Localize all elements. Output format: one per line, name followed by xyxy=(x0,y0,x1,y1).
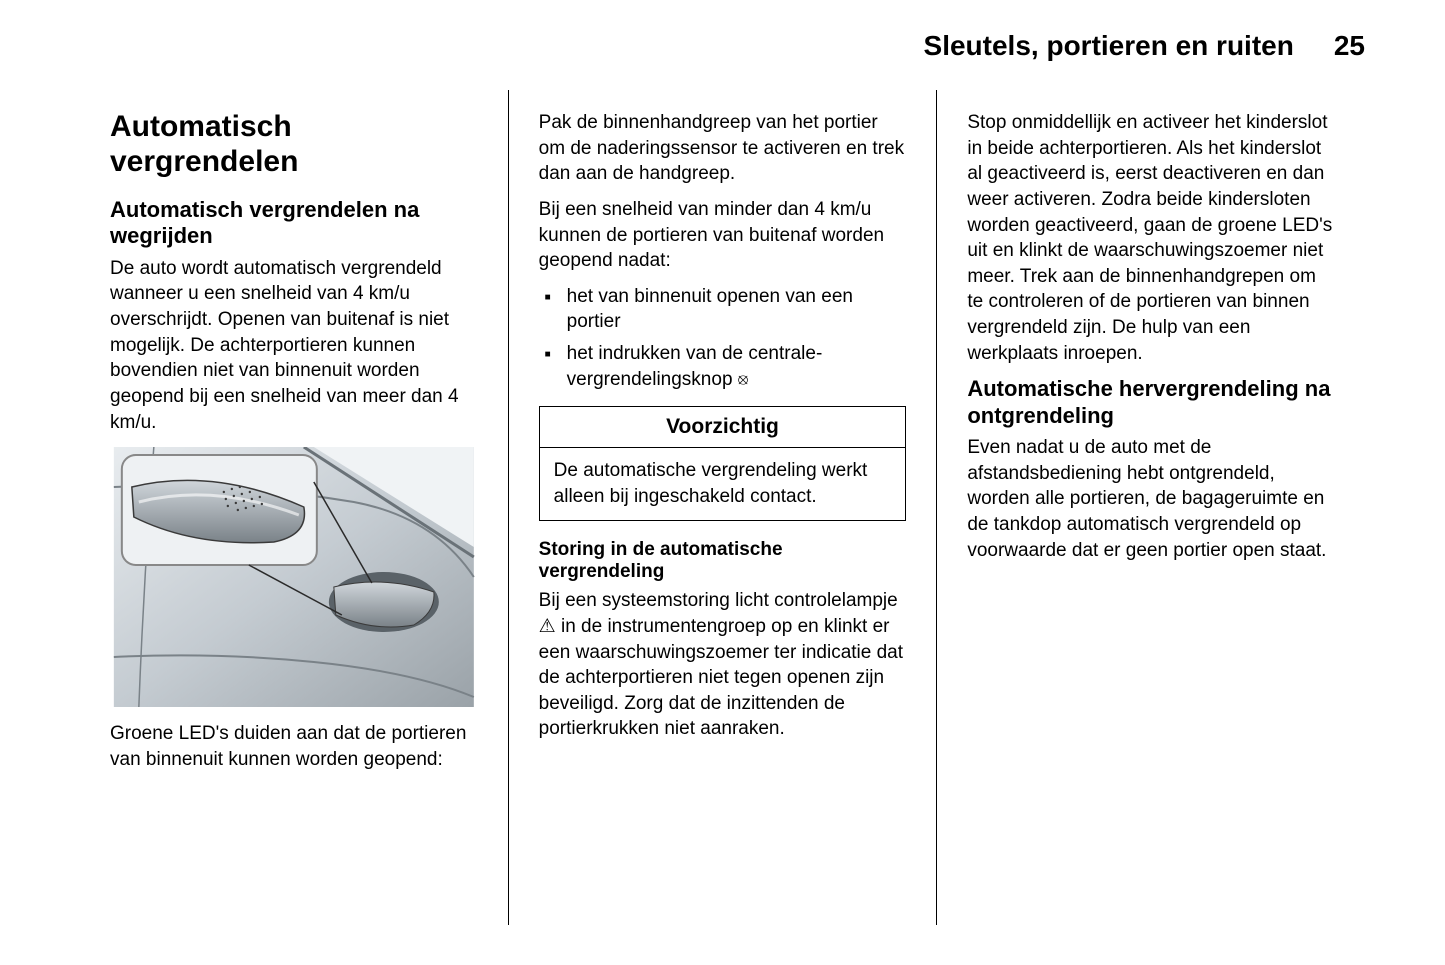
subsection-heading: Automatische hervergrendeling na ontgren… xyxy=(967,376,1335,429)
paragraph: Even nadat u de auto met de afstandsbedi… xyxy=(967,435,1335,563)
column-1: Automatisch vergrendelen Automatisch ver… xyxy=(80,90,509,925)
page-number: 25 xyxy=(1334,30,1365,62)
list-item-text: het indrukken van de centrale-vergrendel… xyxy=(567,343,823,390)
column-2: Pak de binnenhandgreep van het portier o… xyxy=(509,90,938,925)
door-handle-figure xyxy=(110,447,478,707)
list-item-text: het van binnenuit openen van een portier xyxy=(567,286,853,333)
column-3: Stop onmiddellijk en activeer het kinder… xyxy=(937,90,1365,925)
caution-title: Voorzichtig xyxy=(540,407,906,448)
paragraph: De auto wordt automatisch vergrendeld wa… xyxy=(110,256,478,435)
bullet-list: het van binnenuit openen van een portier… xyxy=(539,284,907,393)
list-item: het indrukken van de centrale-vergrendel… xyxy=(539,341,907,392)
header-title: Sleutels, portieren en ruiten xyxy=(924,30,1294,62)
paragraph: Bij een snelheid van minder dan 4 km/u k… xyxy=(539,197,907,274)
paragraph: Pak de binnenhandgreep van het portier o… xyxy=(539,110,907,187)
caution-box: Voorzichtig De automatische vergrendelin… xyxy=(539,406,907,520)
subsection-heading: Automatisch vergrendelen na wegrijden xyxy=(110,197,478,250)
paragraph: Stop onmiddellijk en activeer het kinder… xyxy=(967,110,1335,366)
lock-button-icon: ⦻ xyxy=(738,369,749,391)
door-handle-svg xyxy=(110,447,478,707)
content-area: Automatisch vergrendelen Automatisch ver… xyxy=(80,90,1365,925)
list-item: het van binnenuit openen van een portier xyxy=(539,284,907,335)
sub-subsection-heading: Storing in de automatische vergrendeling xyxy=(539,539,907,585)
page-header: Sleutels, portieren en ruiten 25 xyxy=(924,30,1365,62)
caution-body: De automatische vergrendeling werkt alle… xyxy=(540,448,906,519)
paragraph: Bij een systeemstoring licht controlelam… xyxy=(539,588,907,742)
figure-caption: Groene LED's duiden aan dat de portieren… xyxy=(110,721,478,772)
section-heading: Automatisch vergrendelen xyxy=(110,110,478,179)
